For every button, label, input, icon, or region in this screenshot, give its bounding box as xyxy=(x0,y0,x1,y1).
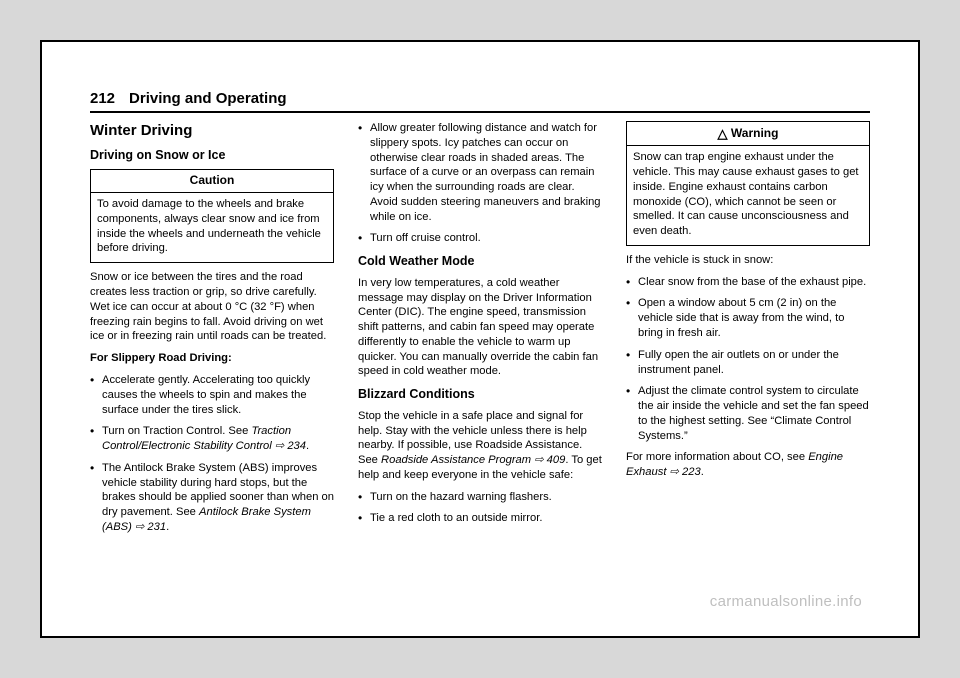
subsection-title: Blizzard Conditions xyxy=(358,386,602,403)
cross-ref: Roadside Assistance Program ⇨ 409 xyxy=(381,454,565,466)
bullet-list: Accelerate gently. Accelerating too quic… xyxy=(90,373,334,535)
column-3: △ Warning Snow can trap engine exhaust u… xyxy=(626,121,870,542)
warning-body: Snow can trap engine exhaust under the v… xyxy=(627,146,869,245)
list-item: Allow greater following distance and wat… xyxy=(358,121,602,224)
list-item: Accelerate gently. Accelerating too quic… xyxy=(90,373,334,417)
chapter-title: Driving and Operating xyxy=(129,90,287,107)
page-header: 212 Driving and Operating xyxy=(90,90,870,113)
caution-title: Caution xyxy=(91,170,333,193)
warning-box: △ Warning Snow can trap engine exhaust u… xyxy=(626,121,870,246)
paragraph: Stop the vehicle in a safe place and sig… xyxy=(358,409,602,483)
manual-page: 212 Driving and Operating Winter Driving… xyxy=(40,40,920,638)
caution-body: To avoid damage to the wheels and brake … xyxy=(91,193,333,262)
list-heading: For Slippery Road Driving: xyxy=(90,351,334,366)
subsection-title: Cold Weather Mode xyxy=(358,253,602,270)
text: . xyxy=(701,466,704,478)
paragraph: In very low temperatures, a cold weather… xyxy=(358,276,602,379)
page-number: 212 xyxy=(90,90,115,107)
column-2: Allow greater following distance and wat… xyxy=(358,121,602,542)
paragraph: Snow or ice between the tires and the ro… xyxy=(90,270,334,344)
warning-title: △ Warning xyxy=(627,122,869,146)
list-item: Turn on the hazard warning flashers. xyxy=(358,490,602,505)
list-text: Turn on Traction Control. See xyxy=(102,425,251,437)
watermark: carmanualsonline.info xyxy=(710,593,862,610)
warning-title-text: Warning xyxy=(731,126,779,140)
bullet-list: Clear snow from the base of the exhaust … xyxy=(626,275,870,444)
period: . xyxy=(166,521,169,533)
subsection-title: Driving on Snow or Ice xyxy=(90,147,334,164)
section-title: Winter Driving xyxy=(90,121,334,141)
list-item: Adjust the climate control system to cir… xyxy=(626,384,870,443)
list-item: Open a window about 5 cm (2 in) on the v… xyxy=(626,296,870,340)
list-item: Turn on Traction Control. See Traction C… xyxy=(90,424,334,454)
list-item: Tie a red cloth to an outside mirror. xyxy=(358,511,602,526)
caution-box: Caution To avoid damage to the wheels an… xyxy=(90,169,334,263)
list-item: Fully open the air outlets on or under t… xyxy=(626,348,870,378)
paragraph: For more information about CO, see Engin… xyxy=(626,450,870,480)
bullet-list: Allow greater following distance and wat… xyxy=(358,121,602,246)
list-item: Turn off cruise control. xyxy=(358,231,602,246)
paragraph: If the vehicle is stuck in snow: xyxy=(626,253,870,268)
list-item: Clear snow from the base of the exhaust … xyxy=(626,275,870,290)
list-item: The Antilock Brake System (ABS) improves… xyxy=(90,461,334,535)
page-inner: 212 Driving and Operating Winter Driving… xyxy=(90,90,870,616)
text: For more information about CO, see xyxy=(626,451,808,463)
warning-icon: △ xyxy=(718,126,728,141)
bullet-list: Turn on the hazard warning flashers. Tie… xyxy=(358,490,602,527)
period: . xyxy=(306,440,309,452)
column-1: Winter Driving Driving on Snow or Ice Ca… xyxy=(90,121,334,542)
columns: Winter Driving Driving on Snow or Ice Ca… xyxy=(90,121,870,542)
